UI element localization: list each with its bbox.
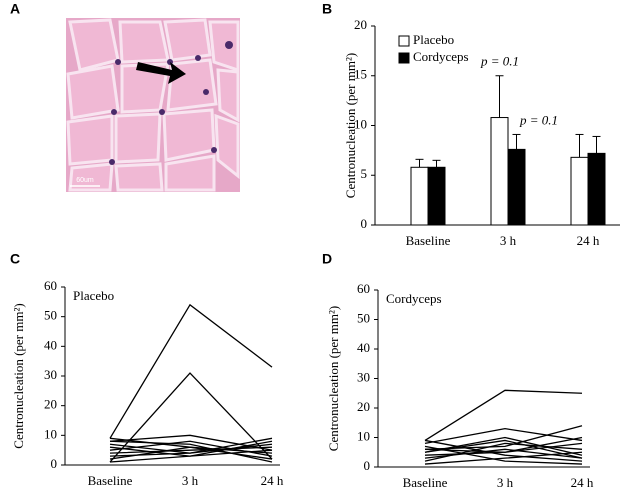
y-tick-label: 5 [361,166,368,181]
arrow [136,62,186,84]
line [109,446,273,454]
x-tick-label: 24 h [571,475,594,490]
line [109,372,273,463]
y-tick-label: 15 [354,67,367,82]
bar [587,152,606,226]
x-tick-label: 24 h [261,473,284,488]
bar [490,117,509,226]
nuclei [109,41,233,165]
histology-image [66,18,240,192]
y-tick-label: 10 [354,116,367,131]
y-tick-label: 10 [44,426,57,441]
y-axis-label: Centronucleation (per mm²) [343,53,358,198]
line [424,448,583,459]
y-tick-label: 30 [44,367,57,382]
scale-label: 60um [76,177,94,184]
annotation: p = 0.1 [480,54,519,69]
legend-swatch [398,52,410,64]
x-tick-label: 3 h [500,233,517,248]
bar [410,166,429,226]
x-tick-label: 24 h [577,233,600,248]
y-tick-label: 40 [44,337,57,352]
y-tick-label: 60 [44,278,57,293]
y-tick-label: 30 [357,369,370,384]
line [424,427,583,445]
line [424,439,583,462]
panel-label: A [10,1,20,17]
panel-label: B [322,1,332,17]
y-axis-label: Centronucleation (per mm²) [326,306,341,451]
line [109,440,273,463]
chart-title: Placebo [73,288,114,303]
panel-label: D [322,251,332,267]
chart-title: Cordyceps [386,291,442,306]
line [109,303,273,439]
cells [66,18,240,192]
y-tick-label: 10 [357,428,370,443]
y-tick-label: 0 [364,458,371,473]
x-tick-label: Baseline [88,473,133,488]
x-tick-label: Baseline [406,233,451,248]
bar [427,166,446,226]
y-axis-label: Centronucleation (per mm²) [11,303,26,448]
line [424,442,583,453]
line [424,451,583,465]
y-tick-label: 60 [357,281,370,296]
legend-label: Cordyceps [413,49,469,64]
line [109,449,273,463]
y-tick-label: 40 [357,340,370,355]
y-tick-label: 20 [354,17,367,32]
bar [570,156,589,226]
y-tick-label: 50 [357,310,370,325]
x-tick-label: 3 h [182,473,199,488]
x-tick-label: Baseline [403,475,448,490]
line [424,439,583,459]
y-tick-label: 0 [51,456,58,471]
y-tick-label: 20 [357,399,370,414]
line [424,436,583,456]
line [109,434,273,451]
legend-label: Placebo [413,32,454,47]
x-tick-label: 3 h [497,475,514,490]
line [109,446,273,460]
line [424,389,583,442]
panel-label: C [10,251,20,267]
y-tick-label: 0 [361,216,368,231]
annotation: p = 0.1 [519,112,558,127]
y-tick-label: 50 [44,308,57,323]
bar [507,148,526,226]
line [424,445,583,465]
legend-swatch [398,35,410,47]
y-tick-label: 20 [44,397,57,412]
